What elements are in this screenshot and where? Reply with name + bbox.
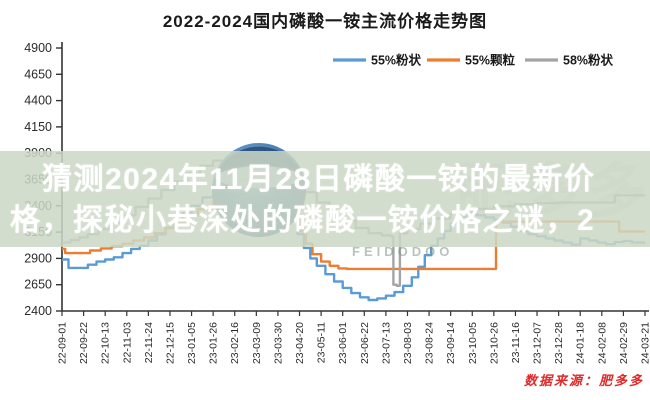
data-source-credit: 数据来源：肥多多 (523, 373, 644, 388)
x-axis-label: 22-12-15 (164, 322, 176, 364)
overlay-banner: 猜测2024年11月28日磷酸一铵的最新价 格，探秘小巷深处的磷酸一铵价格之谜，… (0, 151, 650, 247)
x-axis-label: 23-08-24 (424, 322, 436, 364)
x-axis-label: 23-12-07 (532, 322, 544, 364)
y-axis-label: 4150 (24, 120, 52, 134)
chart-title: 2022-2024国内磷酸一铵主流价格走势图 (162, 12, 488, 31)
y-axis-label: 2650 (24, 278, 52, 292)
legend-label-2: 58%粉状 (563, 53, 614, 68)
x-axis-label: 23-01-05 (186, 322, 198, 364)
banner-text-line1: 猜测2024年11月28日磷酸一铵的最新价 (42, 163, 596, 196)
x-axis-label: 23-03-09 (251, 322, 263, 364)
x-axis-label: 23-01-26 (208, 322, 220, 364)
x-axis-label: 23-07-13 (380, 322, 392, 364)
y-axis-label: 2900 (24, 251, 52, 265)
banner-text-line2: 格，探秘小巷深处的磷酸一铵价格之谜，2 (10, 204, 596, 237)
y-axis-label: 4650 (24, 67, 52, 81)
x-axis-label: 22-11-03 (121, 322, 133, 363)
x-axis-label: 23-03-30 (272, 322, 284, 364)
x-axis-label: 22-09-22 (78, 322, 90, 364)
x-axis-label: 22-09-01 (57, 322, 69, 364)
y-axis-label: 4900 (24, 41, 52, 55)
x-axis-label: 24-02-08 (596, 322, 608, 364)
x-axis-label: 23-05-11 (316, 322, 328, 363)
x-axis-label: 24-02-29 (618, 322, 630, 364)
x-axis-label: 23-10-26 (488, 322, 500, 364)
x-axis-label: 24-01-18 (575, 322, 587, 364)
x-axis-label: 24-03-21 (640, 322, 650, 364)
x-axis-label: 23-12-28 (553, 322, 565, 364)
legend-label-0: 55%粉状 (371, 53, 422, 68)
watermark-brand-latin: FEIDODOO (352, 244, 453, 259)
x-axis-label: 23-10-05 (467, 322, 479, 364)
y-axis-label: 4400 (24, 94, 52, 108)
x-axis-label: 23-11-16 (510, 322, 522, 363)
y-axis-label: 2400 (24, 304, 52, 318)
x-axis-label: 23-06-22 (359, 322, 371, 364)
x-axis-label: 23-08-03 (402, 322, 414, 364)
x-axis-label: 23-02-16 (229, 322, 241, 364)
x-axis-label: 23-04-20 (294, 322, 306, 364)
x-axis-label: 22-11-24 (143, 322, 155, 363)
x-axis-label: 22-10-13 (100, 322, 112, 364)
x-axis-label: 23-09-14 (445, 322, 457, 364)
legend-label-1: 55%颗粒 (465, 53, 516, 68)
x-axis-label: 23-06-01 (337, 322, 349, 364)
